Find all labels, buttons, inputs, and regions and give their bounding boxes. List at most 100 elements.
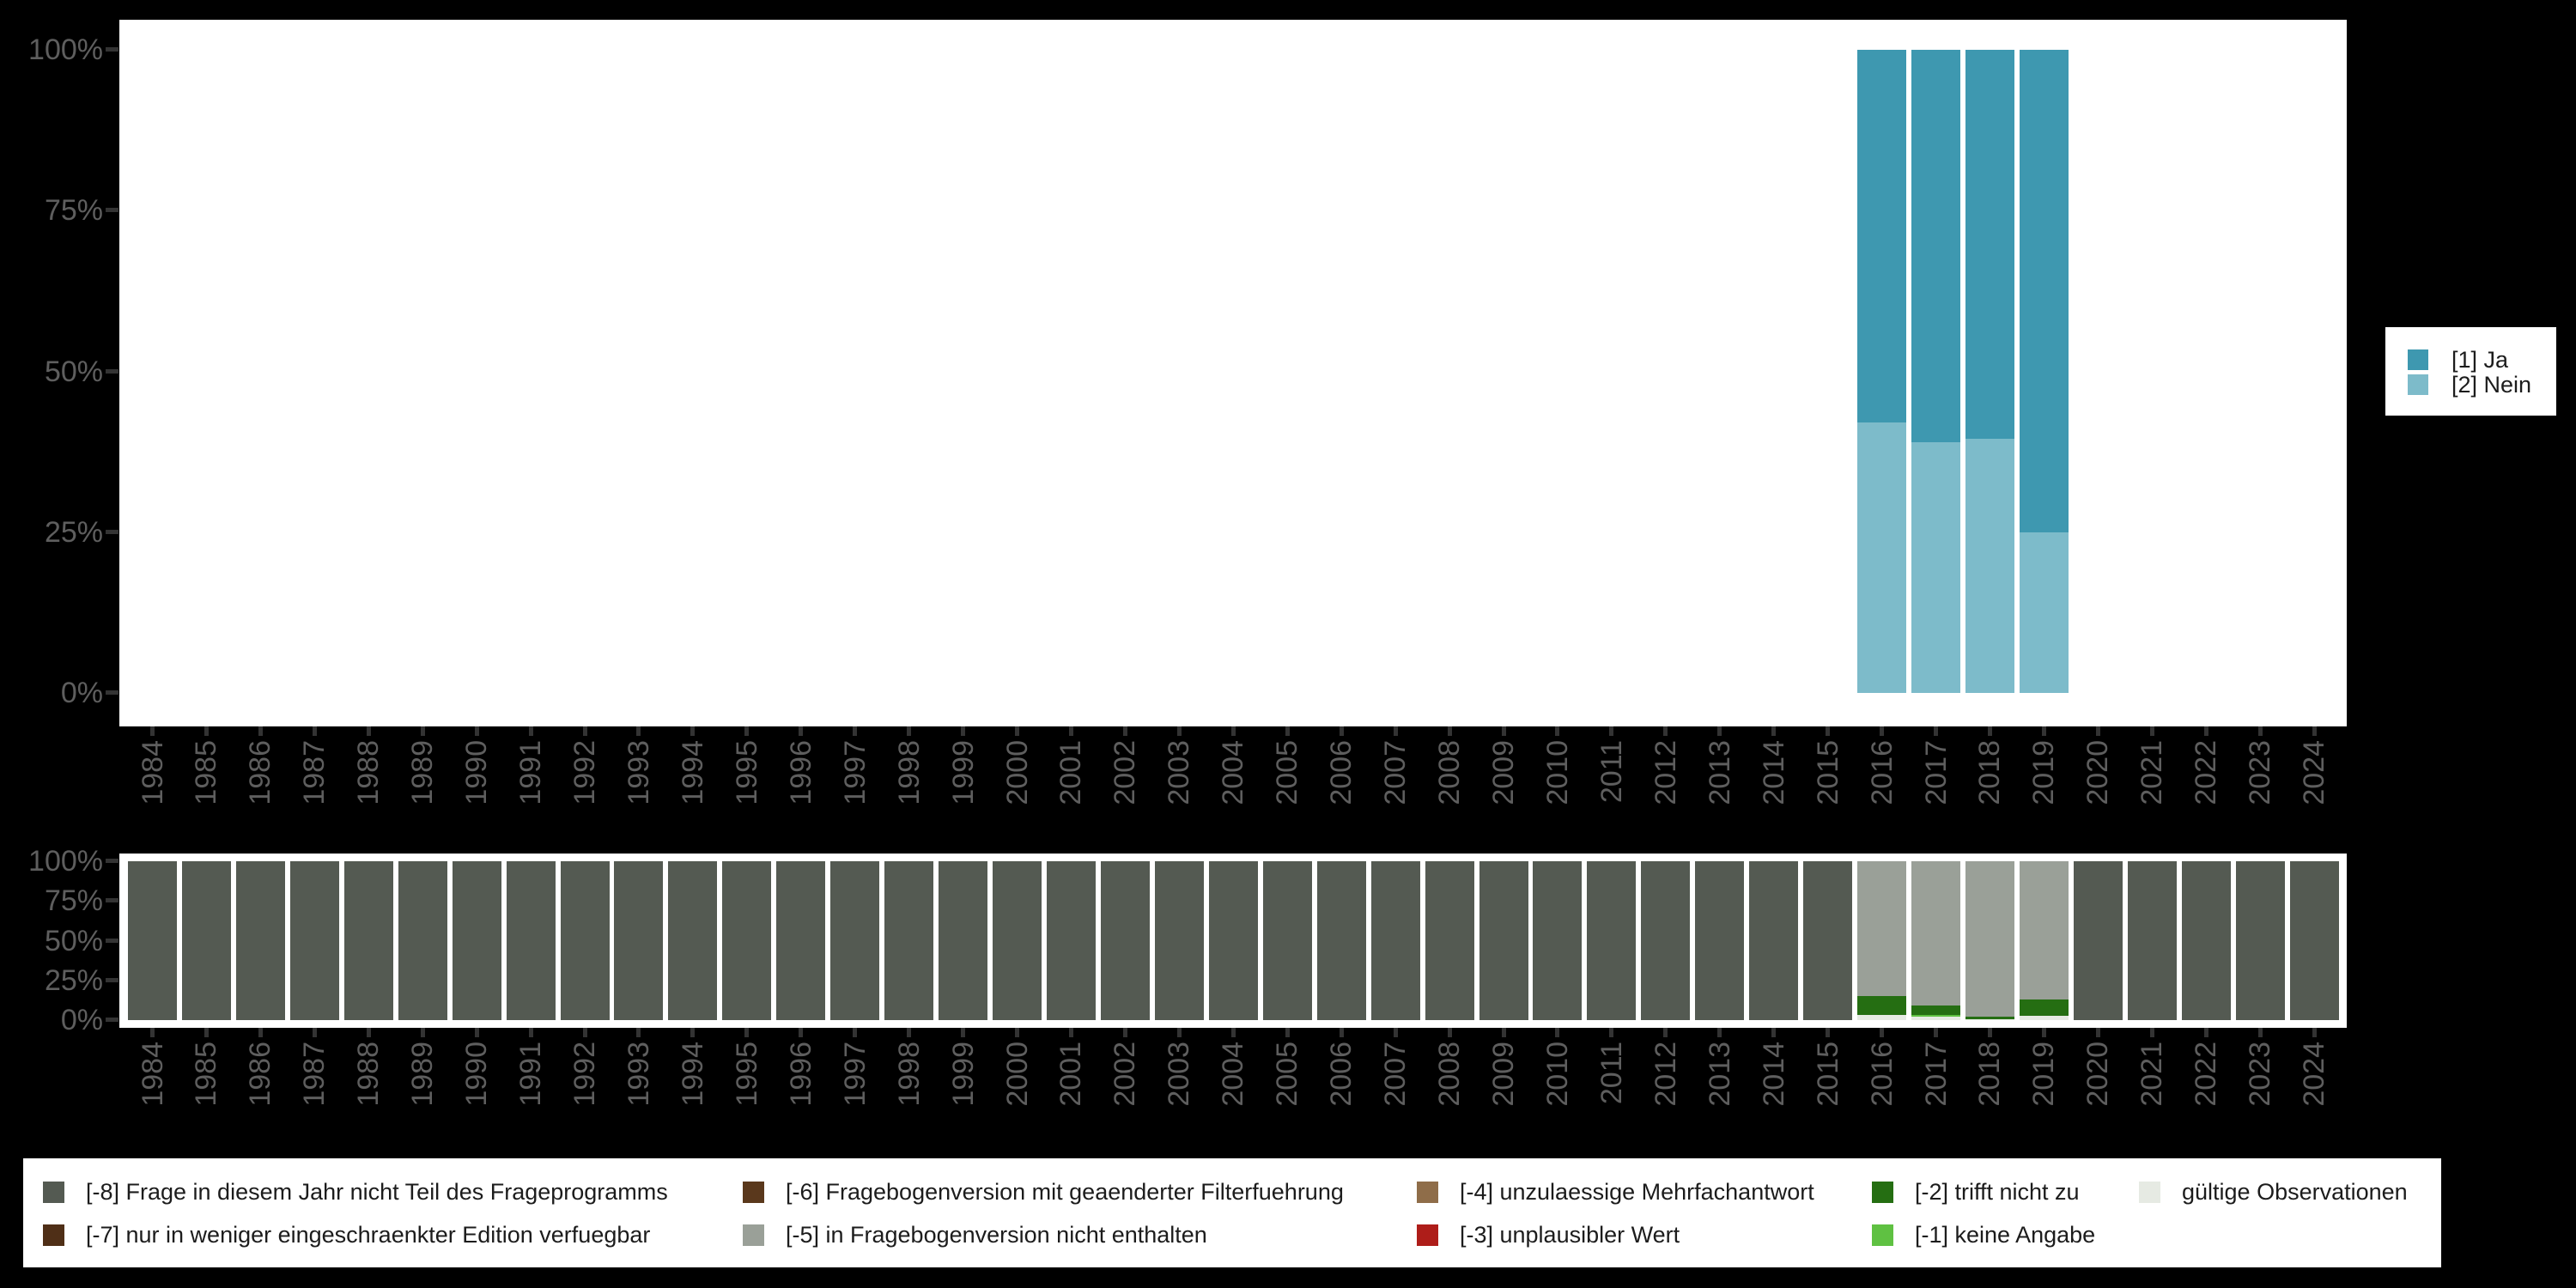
x-axis-label-year: 1998 bbox=[892, 740, 926, 805]
legend-label: gültige Observationen bbox=[2182, 1179, 2408, 1205]
legend-swatch-m6 bbox=[743, 1182, 764, 1203]
x-axis-label-year: 2021 bbox=[2136, 740, 2169, 805]
bar-segment-valid bbox=[1965, 1019, 2014, 1020]
x-axis-label-year: 1986 bbox=[244, 740, 277, 805]
bar-segment-m8 bbox=[884, 861, 934, 1020]
bar-segment-valid bbox=[1857, 1015, 1907, 1020]
bar-1988 bbox=[343, 861, 393, 1020]
bar-2017 bbox=[1911, 50, 1961, 693]
bar-segment-nein bbox=[2019, 532, 2069, 693]
x-axis-label-year: 1991 bbox=[514, 740, 548, 805]
x-axis-label-year: 1986 bbox=[244, 1042, 277, 1107]
x-axis-label-year: 2014 bbox=[1757, 740, 1790, 805]
x-axis-tick bbox=[1880, 726, 1885, 736]
x-axis-label-year: 1984 bbox=[136, 740, 169, 805]
legend-swatch-m5 bbox=[743, 1224, 764, 1246]
x-axis-tick bbox=[1609, 726, 1614, 736]
bar-segment-m8 bbox=[343, 861, 393, 1020]
x-axis-tick bbox=[1339, 1028, 1344, 1037]
bar-segment-valid bbox=[2019, 1016, 2069, 1020]
bar-segment-m8 bbox=[289, 861, 339, 1020]
x-axis-label-year: 2008 bbox=[1433, 1042, 1467, 1107]
bar-segment-m8 bbox=[993, 861, 1042, 1020]
bottom-chart-plot-area bbox=[119, 854, 2347, 1028]
x-axis-label-year: 2012 bbox=[1649, 740, 1682, 805]
x-axis-label-year: 1994 bbox=[676, 1042, 709, 1107]
x-axis-label-year: 2009 bbox=[1487, 1042, 1520, 1107]
x-axis-label-year: 2009 bbox=[1487, 740, 1520, 805]
bar-segment-m8 bbox=[614, 861, 664, 1020]
bar-segment-m8 bbox=[1695, 861, 1745, 1020]
bar-2015 bbox=[1803, 861, 1853, 1020]
bar-2003 bbox=[1154, 861, 1204, 1020]
x-axis-label-year: 2015 bbox=[1811, 1042, 1844, 1107]
bar-segment-m8 bbox=[1425, 861, 1474, 1020]
y-axis-label: 0% bbox=[60, 677, 103, 709]
bar-segment-m5 bbox=[1911, 861, 1961, 1006]
x-axis-tick bbox=[1717, 1028, 1722, 1037]
x-axis-label-year: 1995 bbox=[730, 1042, 763, 1107]
bar-segment-m8 bbox=[1370, 861, 1420, 1020]
x-axis-label-year: 1985 bbox=[190, 740, 223, 805]
bar-1987 bbox=[289, 861, 339, 1020]
bar-2014 bbox=[1749, 861, 1799, 1020]
x-axis-label-year: 2000 bbox=[1000, 740, 1034, 805]
y-axis-tick bbox=[106, 690, 118, 695]
legend-swatch-m1 bbox=[1872, 1224, 1893, 1246]
top-chart-plot-area bbox=[119, 20, 2347, 726]
bar-2013 bbox=[1695, 861, 1745, 1020]
bar-1999 bbox=[939, 861, 988, 1020]
bar-segment-m8 bbox=[1587, 861, 1637, 1020]
bar-segment-m8 bbox=[1533, 861, 1583, 1020]
x-axis-tick bbox=[1339, 726, 1344, 736]
bar-segment-m8 bbox=[1316, 861, 1366, 1020]
legend-swatch-m7 bbox=[43, 1224, 64, 1246]
x-axis-label-year: 2002 bbox=[1109, 740, 1142, 805]
x-axis-label-year: 2016 bbox=[1865, 1042, 1899, 1107]
legend-item-m1: [-1] keine Angabe bbox=[1872, 1222, 2095, 1248]
y-axis-tick bbox=[106, 977, 118, 982]
x-axis-tick bbox=[1880, 1028, 1885, 1037]
bar-1986 bbox=[235, 861, 285, 1020]
legend-item-m2: [-2] trifft nicht zu bbox=[1872, 1179, 2080, 1205]
x-axis-tick bbox=[1068, 726, 1073, 736]
x-axis-label-year: 2006 bbox=[1325, 1042, 1358, 1107]
legend-item-m5: [-5] in Fragebogenversion nicht enthalte… bbox=[743, 1222, 1207, 1248]
bar-2001 bbox=[1046, 861, 1096, 1020]
x-axis-label-year: 2005 bbox=[1271, 740, 1304, 805]
x-axis-tick bbox=[1934, 726, 1939, 736]
x-axis-tick bbox=[690, 1028, 696, 1037]
legend-item-m8: [-8] Frage in diesem Jahr nicht Teil des… bbox=[43, 1179, 668, 1205]
bar-segment-m8 bbox=[2235, 861, 2285, 1020]
x-axis-label-year: 1987 bbox=[298, 740, 331, 805]
x-axis-label-year: 2005 bbox=[1271, 1042, 1304, 1107]
x-axis-tick bbox=[1285, 1028, 1290, 1037]
bar-2019 bbox=[2019, 50, 2069, 693]
x-axis-label-year: 2002 bbox=[1109, 1042, 1142, 1107]
bar-segment-m8 bbox=[722, 861, 772, 1020]
x-axis-tick bbox=[1987, 726, 1992, 736]
bar-1991 bbox=[506, 861, 556, 1020]
x-axis-label-year: 2006 bbox=[1325, 740, 1358, 805]
bar-1998 bbox=[884, 861, 934, 1020]
bar-1993 bbox=[614, 861, 664, 1020]
bar-1994 bbox=[668, 861, 718, 1020]
x-axis-tick bbox=[420, 1028, 425, 1037]
x-axis-label-year: 2013 bbox=[1703, 740, 1736, 805]
bar-segment-m8 bbox=[1046, 861, 1096, 1020]
y-axis-tick bbox=[106, 1018, 118, 1022]
x-axis-label-year: 1993 bbox=[622, 740, 655, 805]
x-axis-label-year: 2011 bbox=[1595, 740, 1628, 804]
bar-segment-m8 bbox=[1749, 861, 1799, 1020]
x-axis-label-year: 2024 bbox=[2298, 740, 2331, 805]
x-axis-label-year: 1994 bbox=[676, 740, 709, 805]
x-axis-tick bbox=[907, 1028, 912, 1037]
bar-2012 bbox=[1641, 861, 1691, 1020]
x-axis-tick bbox=[582, 1028, 587, 1037]
bar-2017 bbox=[1911, 861, 1961, 1020]
x-axis-tick bbox=[2257, 726, 2263, 736]
x-axis-label-year: 2022 bbox=[2190, 740, 2223, 805]
x-axis-tick bbox=[204, 1028, 209, 1037]
legend-item-nein: [2] Nein bbox=[2408, 372, 2531, 398]
